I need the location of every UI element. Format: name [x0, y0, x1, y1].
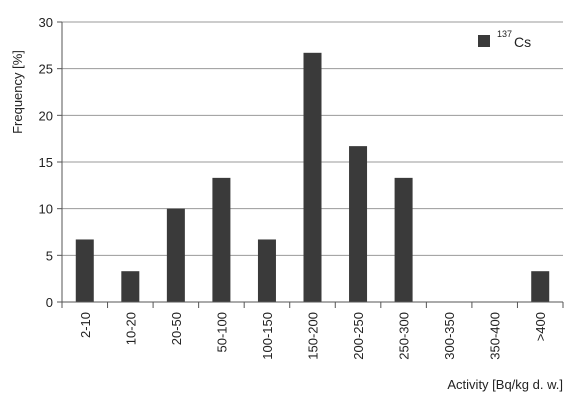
- x-tick-label: >400: [533, 312, 548, 341]
- bar: [257, 239, 276, 302]
- legend-label: Cs: [514, 34, 531, 50]
- x-tick-label: 50-100: [214, 312, 229, 352]
- x-axis-label: Activity [Bq/kg d. w.]: [447, 377, 563, 392]
- bar: [121, 271, 140, 302]
- bar: [531, 271, 550, 302]
- y-axis-label: Frequency [%]: [10, 50, 25, 134]
- bar: [394, 177, 413, 302]
- y-tick-labels: 0 5 10 15 20 25 30: [39, 15, 53, 310]
- axes: [61, 22, 564, 308]
- x-tick-label: 250-300: [397, 312, 412, 360]
- bar: [166, 208, 185, 302]
- x-tick-labels: 2-10 10-20 20-50 50-100 100-150 150-200 200-25…: [78, 312, 548, 360]
- y-tick-label: 0: [46, 295, 53, 310]
- legend-swatch: [478, 35, 490, 47]
- bars: [75, 52, 550, 302]
- y-tick-label: 10: [39, 202, 53, 217]
- x-tick-label: 20-50: [169, 312, 184, 345]
- y-tick-label: 5: [46, 248, 53, 263]
- x-tick-label: 100-150: [260, 312, 275, 360]
- bar: [349, 146, 368, 302]
- x-tick-label: 350-400: [488, 312, 503, 360]
- x-tick-label: 200-250: [351, 312, 366, 360]
- bar: [75, 239, 94, 302]
- bar: [303, 52, 322, 302]
- x-tick-label: 150-200: [306, 312, 321, 360]
- x-tick-label: 2-10: [78, 312, 93, 338]
- legend: 137 Cs: [478, 29, 531, 50]
- x-tick-label: 10-20: [123, 312, 138, 345]
- y-tick-label: 25: [39, 62, 53, 77]
- x-tick-label: 300-350: [442, 312, 457, 360]
- y-tick-label: 30: [39, 15, 53, 30]
- legend-label-superscript: 137: [497, 29, 512, 39]
- y-tick-label: 15: [39, 155, 53, 170]
- bar: [212, 177, 231, 302]
- y-tick-label: 20: [39, 108, 53, 123]
